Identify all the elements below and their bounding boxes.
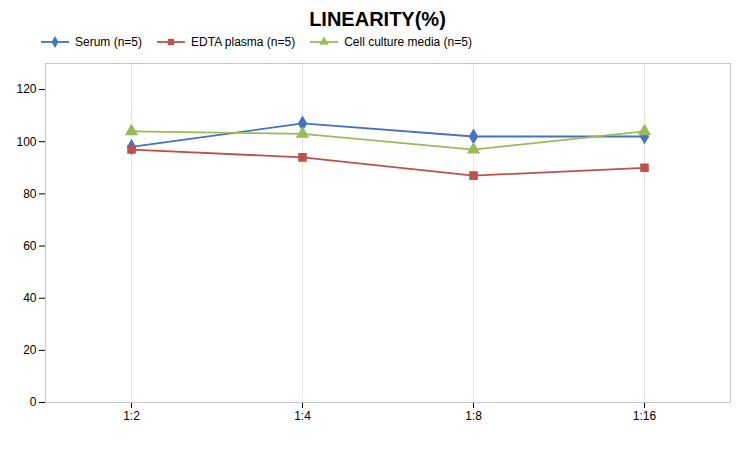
svg-text:20: 20 <box>23 343 37 357</box>
html-text:EDTA plasma (n=5): EDTA plasma (n=5) <box>191 35 296 49</box>
svg-text:1:2: 1:2 <box>123 409 140 423</box>
svg-text:1:16: 1:16 <box>633 409 657 423</box>
svg-text:120: 120 <box>16 82 36 96</box>
svg-text:1:8: 1:8 <box>465 409 482 423</box>
svg-text:100: 100 <box>16 135 36 149</box>
svg-text:0: 0 <box>30 395 37 409</box>
html-text:Serum (n=5): Serum (n=5) <box>75 35 142 49</box>
html-text:Cell culture media (n=5): Cell culture media (n=5) <box>344 35 472 49</box>
svg-text:40: 40 <box>23 291 37 305</box>
svg-text:80: 80 <box>23 187 37 201</box>
svg-text:1:4: 1:4 <box>294 409 311 423</box>
html-text:LINEARITY(%): LINEARITY(%) <box>309 8 446 30</box>
svg-text:60: 60 <box>23 239 37 253</box>
